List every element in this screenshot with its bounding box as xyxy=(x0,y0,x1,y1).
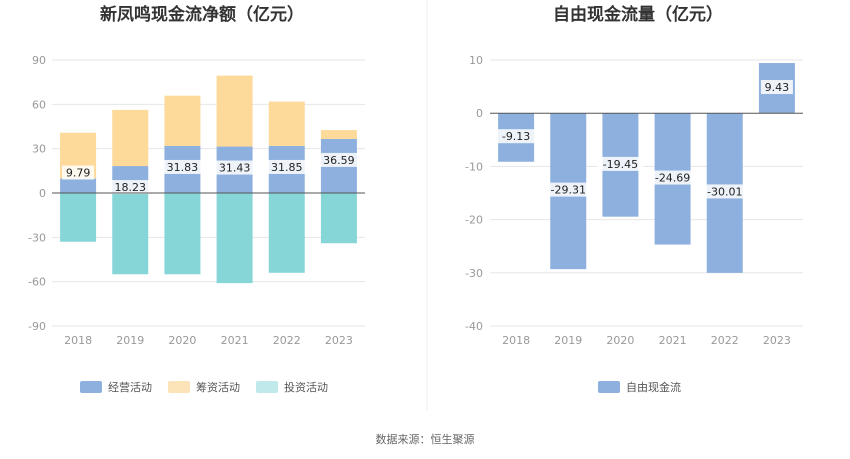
data-label: 31.43 xyxy=(219,162,251,175)
x-tick-label: 2023 xyxy=(325,334,353,347)
bar-投资活动-2023 xyxy=(320,193,357,244)
legend-label[interactable]: 自由现金流 xyxy=(626,380,681,394)
y-tick-label: 30 xyxy=(32,143,46,156)
bar-投资活动-2020 xyxy=(164,193,201,275)
data-source: 数据来源：恒生聚源 xyxy=(376,432,475,446)
data-label-bg xyxy=(319,152,359,167)
bar-筹资活动-2023 xyxy=(320,130,357,139)
bar-投资活动-2022 xyxy=(268,193,305,273)
data-label-bg xyxy=(760,80,793,95)
free-cash-flow-chart: 自由现金流量（亿元） -9.13 -29.31 -19.45 -24.69 -30.01… xyxy=(465,4,803,394)
y-tick-label: 10 xyxy=(469,54,483,67)
bar-投资活动-2019 xyxy=(112,193,149,275)
x-tick-label: 2022 xyxy=(711,334,739,347)
data-label-bg xyxy=(496,129,536,144)
data-label: 31.85 xyxy=(271,161,303,174)
y-tick-label: -40 xyxy=(465,320,483,333)
y-tick-label: -20 xyxy=(465,214,483,227)
data-label-bg xyxy=(110,180,150,195)
x-tick-label: 2018 xyxy=(64,334,92,347)
data-label-bg xyxy=(215,160,255,175)
bar-投资活动-2021 xyxy=(216,193,253,284)
bar-筹资活动-2020 xyxy=(164,95,201,146)
y-tick-label: 90 xyxy=(32,54,46,67)
y-tick-label: -90 xyxy=(28,320,46,333)
data-label-bg xyxy=(62,165,95,180)
data-label: 31.83 xyxy=(167,161,199,174)
y-tick-label: -30 xyxy=(28,231,46,244)
data-label: 18.23 xyxy=(115,181,147,194)
y-tick-label: -10 xyxy=(465,160,483,173)
legend-label[interactable]: 筹资活动 xyxy=(196,380,240,394)
bar-筹资活动-2021 xyxy=(216,75,253,147)
data-label: -9.13 xyxy=(502,130,530,143)
data-label-bg xyxy=(545,182,592,197)
data-label-bg xyxy=(267,159,307,174)
x-tick-label: 2019 xyxy=(554,334,582,347)
data-label: 36.59 xyxy=(323,154,355,167)
cash-flow-net-chart: 新凤鸣现金流净额（亿元） 9.79 18.23 31.83 31.43 31.85 36.… xyxy=(28,4,365,394)
bar-筹资活动-2019 xyxy=(112,109,149,167)
y-tick-label: 0 xyxy=(39,187,46,200)
legend-label[interactable]: 投资活动 xyxy=(284,380,328,394)
data-label-bg xyxy=(597,156,644,171)
legend-swatch[interactable] xyxy=(168,381,190,393)
data-label: -30.01 xyxy=(707,185,742,198)
x-tick-label: 2020 xyxy=(606,334,634,347)
legend-swatch[interactable] xyxy=(598,381,620,393)
data-label: -29.31 xyxy=(551,184,586,197)
data-label: -19.45 xyxy=(603,158,638,171)
x-tick-label: 2019 xyxy=(116,334,144,347)
bar-投资活动-2018 xyxy=(60,193,97,242)
x-tick-label: 2022 xyxy=(273,334,301,347)
x-tick-label: 2021 xyxy=(221,334,249,347)
data-label-bg xyxy=(649,170,696,185)
legend-label[interactable]: 经营活动 xyxy=(108,380,152,394)
legend-swatch[interactable] xyxy=(80,381,102,393)
x-tick-label: 2020 xyxy=(168,334,196,347)
data-label-bg xyxy=(701,184,748,199)
chart-title-left: 新凤鸣现金流净额（亿元） xyxy=(100,4,304,25)
y-tick-label: 0 xyxy=(476,107,483,120)
bar-筹资活动-2022 xyxy=(268,101,305,146)
y-tick-label: -30 xyxy=(465,267,483,280)
y-tick-label: 60 xyxy=(32,98,46,111)
x-tick-label: 2018 xyxy=(502,334,530,347)
data-label: 9.43 xyxy=(765,81,790,94)
bar-经营活动-2018 xyxy=(60,178,97,193)
data-label: 9.79 xyxy=(66,167,91,180)
legend-swatch[interactable] xyxy=(256,381,278,393)
chart-title-right: 自由现金流量（亿元） xyxy=(553,4,723,25)
x-tick-label: 2021 xyxy=(659,334,687,347)
data-label: -24.69 xyxy=(655,172,690,185)
x-tick-label: 2023 xyxy=(763,334,791,347)
data-label-bg xyxy=(162,159,202,174)
y-tick-label: -60 xyxy=(28,276,46,289)
